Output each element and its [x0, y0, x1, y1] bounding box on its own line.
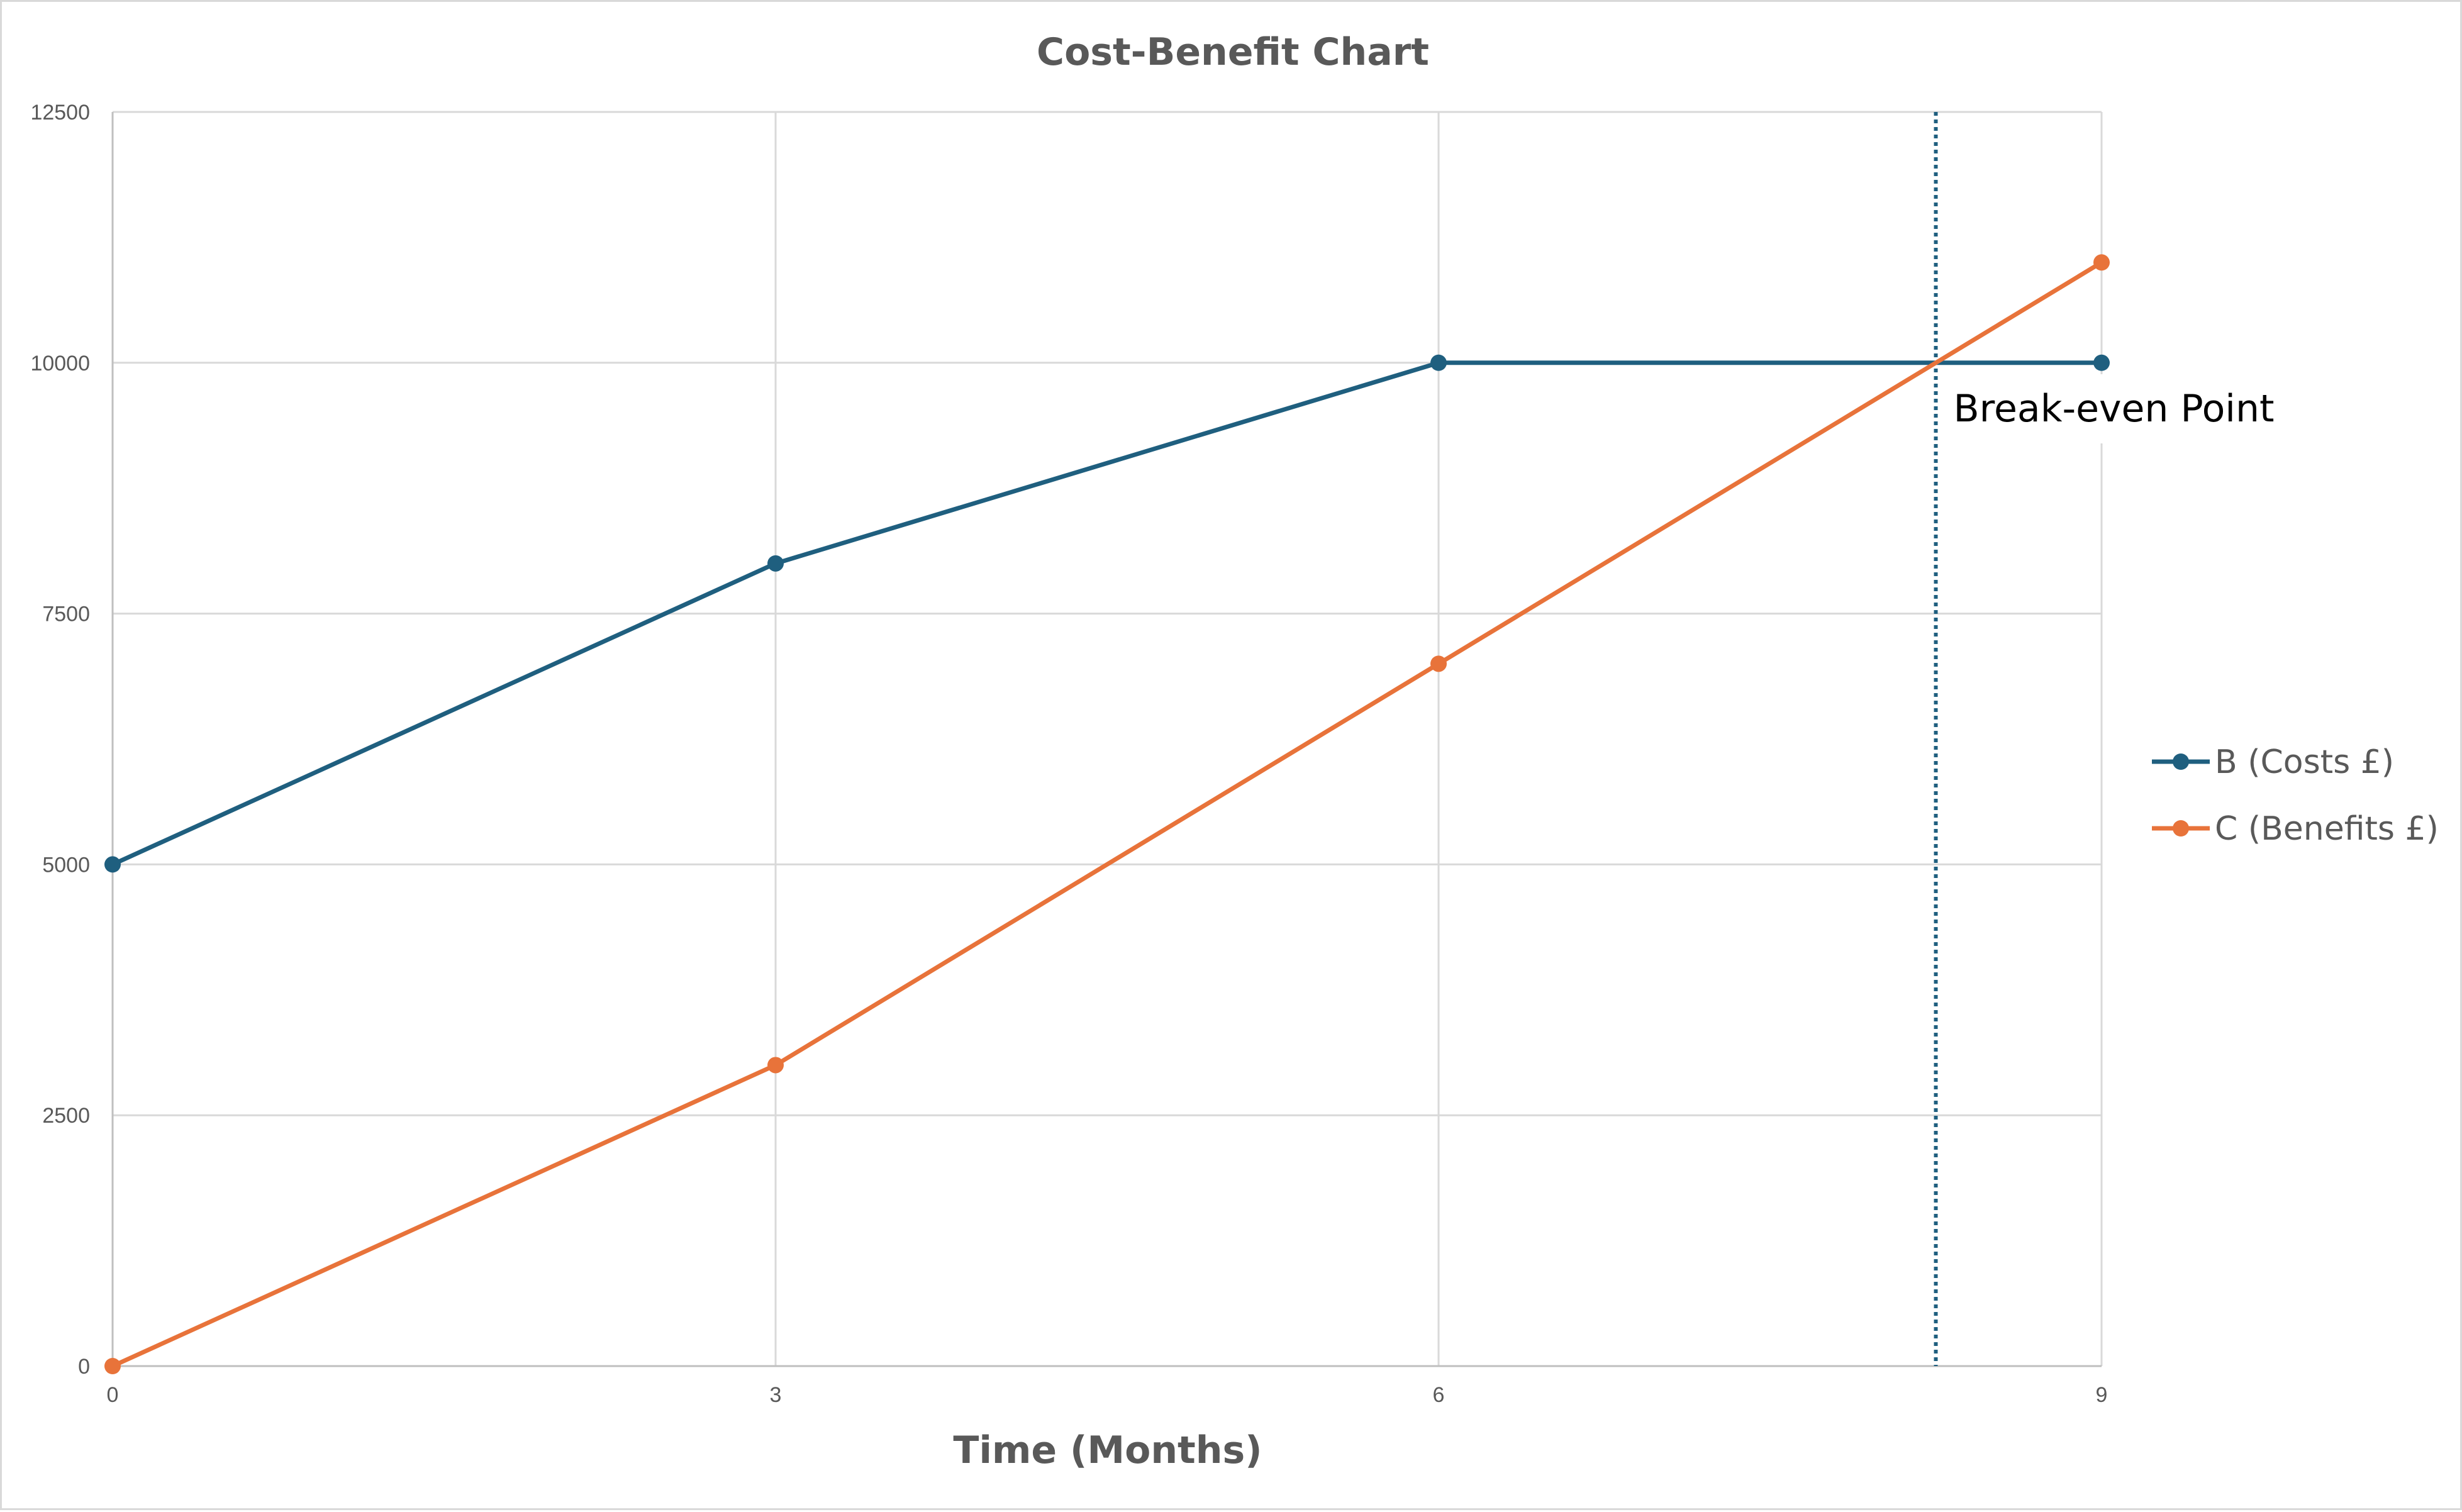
legend-label: B (Costs £)	[2215, 743, 2394, 781]
y-tick-label: 2500	[42, 1104, 90, 1128]
y-tick-label: 10000	[30, 352, 90, 375]
y-tick-label: 5000	[42, 853, 90, 877]
series-line-0	[110, 360, 2104, 867]
data-point	[1430, 354, 1447, 371]
y-tick-label: 7500	[42, 603, 90, 626]
x-tick-label: 9	[2096, 1383, 2108, 1407]
tick-labels: 0 2500 5000 7500 10000 12500 0 3 6 9	[30, 101, 2107, 1407]
gridlines	[111, 111, 2103, 1367]
series-line-1	[110, 260, 2104, 1369]
x-tick-label: 0	[107, 1383, 119, 1407]
break-even-label: Break-even Point	[1954, 387, 2275, 431]
data-point	[2093, 254, 2110, 271]
x-tick-label: 6	[1433, 1383, 1445, 1407]
legend-swatch-marker	[2173, 820, 2189, 837]
y-tick-label: 12500	[30, 101, 90, 125]
data-point	[767, 555, 784, 572]
data-point	[104, 1358, 121, 1374]
x-axis-title: Time (Months)	[953, 1428, 1262, 1472]
legend-swatch-marker	[2173, 753, 2189, 770]
annotation-layer: Break-even Point	[1934, 112, 2340, 1366]
data-point	[2093, 354, 2110, 371]
data-point	[767, 1057, 784, 1074]
series-layer	[104, 254, 2110, 1374]
x-tick-label: 3	[770, 1383, 782, 1407]
y-tick-label: 0	[78, 1355, 90, 1379]
legend-label: C (Benefits £)	[2215, 810, 2439, 848]
chart-title: Cost-Benefit Chart	[1037, 30, 1429, 74]
data-point	[104, 856, 121, 873]
data-point	[1430, 655, 1447, 672]
legend: B (Costs £) C (Benefits £)	[2152, 743, 2439, 848]
axes	[111, 112, 2102, 1367]
annotation-background	[1943, 374, 2340, 443]
